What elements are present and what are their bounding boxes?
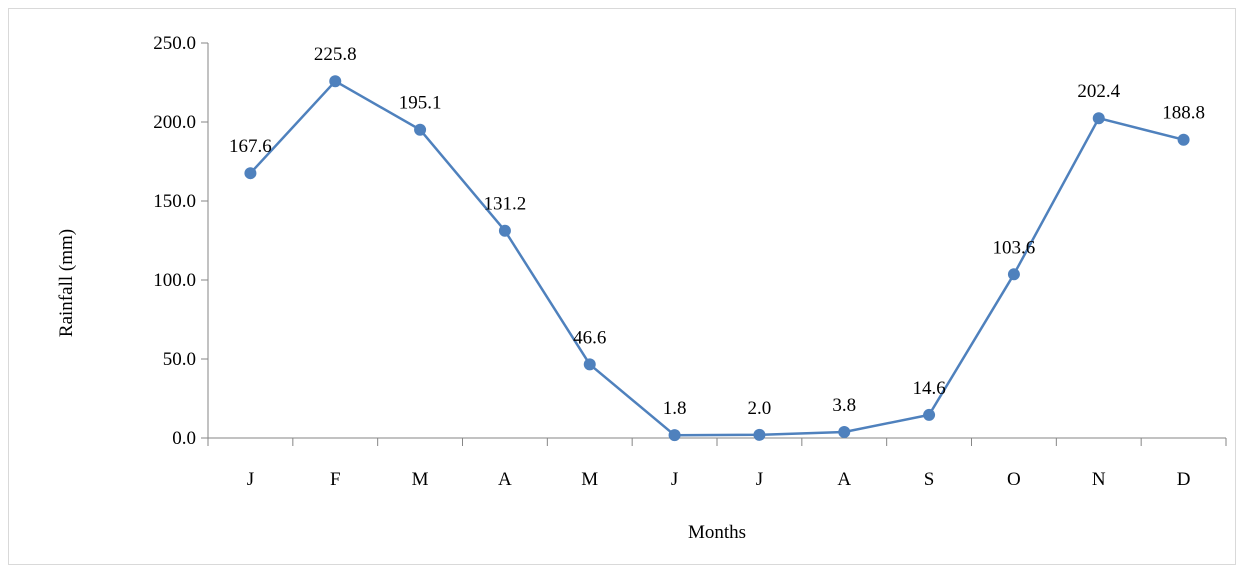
y-axis-title: Rainfall (mm) [56, 229, 77, 337]
data-label: 46.6 [573, 327, 606, 348]
data-label: 188.8 [1162, 103, 1205, 124]
data-label: 167.6 [229, 136, 272, 157]
x-tick-label: D [1177, 469, 1191, 490]
data-label: 14.6 [912, 378, 945, 399]
data-label: 103.6 [993, 237, 1036, 258]
data-label: 202.4 [1077, 81, 1120, 102]
data-point [1007, 268, 1020, 281]
x-tick-label: N [1092, 469, 1106, 490]
x-tick-label: J [247, 469, 254, 490]
data-point [668, 429, 681, 442]
y-tick-label: 100.0 [153, 270, 196, 291]
data-point [753, 428, 766, 441]
data-point [583, 358, 596, 371]
data-point [1177, 133, 1190, 146]
y-tick-label: 150.0 [153, 191, 196, 212]
y-tick-labels: 0.0 50.0 100.0 150.0 200.0 250.0 [153, 33, 196, 449]
data-label: 1.8 [663, 398, 687, 419]
data-label: 225.8 [314, 44, 357, 65]
x-tick-label: A [837, 469, 851, 490]
data-point [838, 425, 851, 438]
data-point [414, 123, 427, 136]
data-labels: 167.6 225.8 195.1 131.2 46.6 1.8 2.0 3.8 14.6 103… [229, 44, 1205, 419]
x-tick-label: J [756, 469, 763, 490]
x-tick-label: J [671, 469, 678, 490]
x-tick-label: A [498, 469, 512, 490]
x-tick-label: O [1007, 469, 1021, 490]
data-point [329, 75, 342, 88]
data-point [244, 167, 257, 180]
x-tick-label: M [412, 469, 429, 490]
data-label: 2.0 [748, 398, 772, 419]
y-tick-label: 200.0 [153, 112, 196, 133]
x-tick-label: S [924, 469, 935, 490]
series [249, 79, 1184, 437]
axes [201, 42, 1227, 446]
y-tick-label: 250.0 [153, 33, 196, 54]
data-label: 195.1 [399, 93, 442, 114]
x-tick-label: M [581, 469, 598, 490]
y-tick-label: 0.0 [172, 428, 196, 449]
series-line [249, 79, 1184, 437]
points [244, 75, 1190, 442]
data-point [1092, 112, 1105, 125]
x-tick-label: F [330, 469, 341, 490]
chart-frame [8, 8, 1236, 565]
x-axis-title: Months [688, 522, 746, 543]
data-point [498, 224, 511, 237]
y-tick-label: 50.0 [163, 349, 196, 370]
data-point [923, 408, 936, 421]
data-label: 3.8 [832, 395, 856, 416]
data-label: 131.2 [484, 194, 527, 215]
